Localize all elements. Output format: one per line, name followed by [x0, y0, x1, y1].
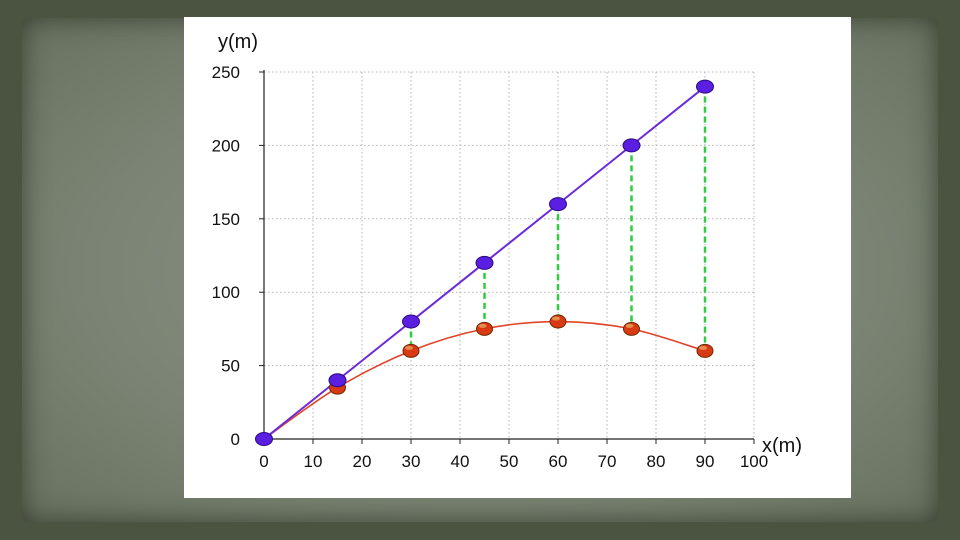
x-tick-label: 40	[451, 452, 470, 471]
curve-point-highlight	[405, 345, 413, 350]
linear-point	[549, 197, 567, 212]
linear-point	[696, 79, 714, 94]
x-tick-label: 50	[500, 452, 519, 471]
x-tick-label: 80	[647, 452, 666, 471]
linear-point	[622, 138, 641, 153]
y-tick-label: 0	[231, 430, 240, 449]
curve-point-highlight	[625, 323, 634, 328]
curve-point-highlight	[552, 316, 560, 321]
y-tick-label: 150	[212, 210, 240, 229]
linear-point	[255, 432, 273, 446]
linear-point	[475, 255, 494, 270]
x-tick-label: 90	[696, 452, 715, 471]
grid	[264, 71, 755, 439]
linear-point	[328, 373, 347, 388]
x-tick-label: 70	[598, 452, 617, 471]
x-tick-label: 0	[259, 452, 268, 471]
curve-point-highlight	[699, 345, 707, 350]
x-tick-label: 100	[740, 452, 768, 471]
linear-point	[402, 314, 420, 329]
x-tick-label: 30	[402, 452, 421, 471]
trajectory-chart: 0 10 20 30 40 50 60 70 80 90 100 0 50 100 150 200 250 x(…	[212, 31, 802, 471]
y-axis-label: y(m)	[218, 31, 258, 53]
curve-point-highlight	[478, 323, 487, 328]
series	[255, 79, 714, 446]
tick-labels: 0 10 20 30 40 50 60 70 80 90 100 0 50 100 150 200 250	[212, 63, 769, 471]
x-tick-label: 60	[549, 452, 568, 471]
y-tick-label: 50	[221, 357, 240, 376]
x-axis-label: x(m)	[762, 435, 802, 457]
y-tick-label: 100	[212, 283, 240, 302]
y-tick-label: 200	[212, 136, 240, 155]
chart-card: 0 10 20 30 40 50 60 70 80 90 100 0 50 100 150 200 250 x(…	[184, 17, 851, 498]
x-tick-label: 10	[304, 452, 323, 471]
y-tick-label: 250	[212, 63, 240, 82]
x-tick-label: 20	[353, 452, 372, 471]
